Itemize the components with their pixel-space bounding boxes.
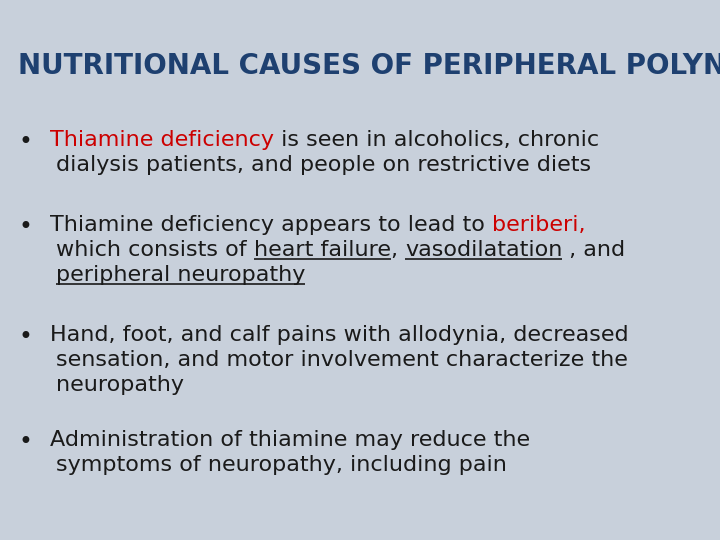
Text: which consists of: which consists of [56,240,253,260]
Text: vasodilatation: vasodilatation [405,240,562,260]
Text: NUTRITIONAL CAUSES OF PERIPHERAL POLYNEUROPATHY: NUTRITIONAL CAUSES OF PERIPHERAL POLYNEU… [18,52,720,80]
Text: peripheral neuropathy: peripheral neuropathy [56,265,305,285]
Text: •: • [18,130,32,154]
Text: dialysis patients, and people on restrictive diets: dialysis patients, and people on restric… [56,155,591,175]
Text: , and: , and [562,240,626,260]
Text: Administration of thiamine may reduce the: Administration of thiamine may reduce th… [50,430,530,450]
Text: •: • [18,215,32,239]
Text: is seen in alcoholics, chronic: is seen in alcoholics, chronic [274,130,599,150]
Text: ,: , [391,240,405,260]
Text: heart failure: heart failure [253,240,391,260]
Text: sensation, and motor involvement characterize the: sensation, and motor involvement charact… [56,350,628,370]
Text: Hand, foot, and calf pains with allodynia, decreased: Hand, foot, and calf pains with allodyni… [50,325,629,345]
Text: symptoms of neuropathy, including pain: symptoms of neuropathy, including pain [56,455,507,475]
Text: •: • [18,325,32,349]
Text: Thiamine deficiency appears to lead to: Thiamine deficiency appears to lead to [50,215,492,235]
Text: Thiamine deficiency: Thiamine deficiency [50,130,274,150]
Text: neuropathy: neuropathy [56,375,184,395]
Text: beriberi,: beriberi, [492,215,585,235]
Text: •: • [18,430,32,454]
